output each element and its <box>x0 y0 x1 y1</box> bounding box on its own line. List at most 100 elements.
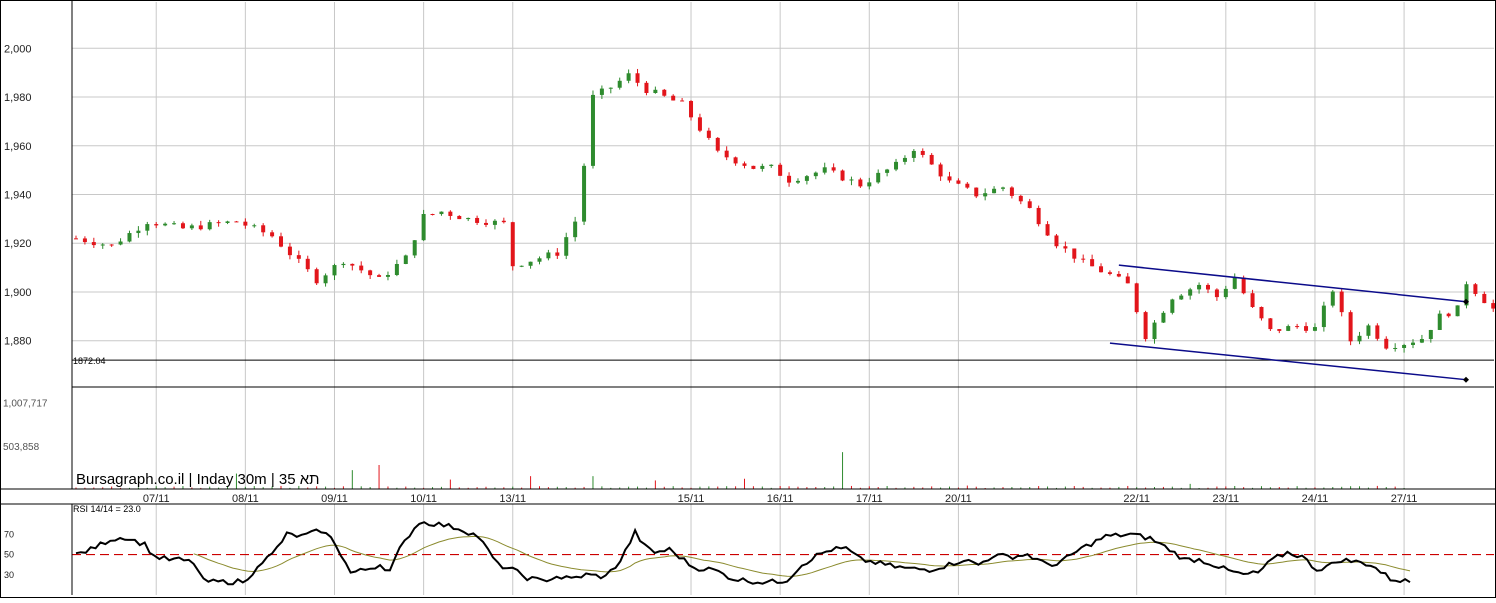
candle-body <box>849 179 854 181</box>
candle-body <box>403 255 408 264</box>
price-tick-label: 1,920 <box>4 238 32 250</box>
candle-body <box>1428 329 1433 340</box>
candle-body <box>582 165 587 222</box>
candle-body <box>983 193 988 197</box>
candle-body <box>1134 283 1139 313</box>
candle-body <box>573 221 578 238</box>
candle-body <box>564 237 569 256</box>
candle-body <box>1330 291 1335 306</box>
candles-layer <box>72 68 1496 361</box>
candle-body <box>1357 335 1362 342</box>
candle-body <box>1491 303 1496 309</box>
candle-body <box>1384 338 1389 349</box>
candle-body <box>911 150 916 158</box>
candle-body <box>305 258 310 270</box>
candle-body <box>804 176 809 181</box>
candle-body <box>822 167 827 173</box>
candle-body <box>225 221 230 223</box>
candle-body <box>1473 284 1478 294</box>
rsi-label: RSI 14/14 = 23.0 <box>73 504 141 514</box>
candle-body <box>243 221 248 226</box>
candle-body <box>778 164 783 176</box>
candle-body <box>1018 195 1023 202</box>
candle-body <box>1125 276 1130 284</box>
volume-tick-label: 503,858 <box>3 442 40 453</box>
candle-body <box>902 157 907 162</box>
candle-body <box>1366 325 1371 336</box>
candle-body <box>261 225 266 233</box>
candle-body <box>1241 277 1246 294</box>
candle-body <box>876 172 881 183</box>
labels-layer: Bursagraph.co.il | Inday 30m | 35 תא 187… <box>3 43 1417 579</box>
candle-body <box>680 100 685 102</box>
date-tick-label: 09/11 <box>321 493 348 505</box>
candle-body <box>466 217 471 220</box>
candle-body <box>956 180 961 184</box>
candle-body <box>1437 313 1442 330</box>
candle-body <box>867 182 872 187</box>
candle-body <box>492 220 497 225</box>
candle-body <box>1464 284 1469 306</box>
candle-body <box>314 269 319 284</box>
candle-body <box>100 244 105 246</box>
candle-body <box>920 150 925 155</box>
candle-body <box>136 230 141 234</box>
candle-body <box>992 188 997 194</box>
candle-body <box>385 275 390 277</box>
candle-body <box>626 73 631 81</box>
candle-body <box>1045 224 1050 236</box>
candle-body <box>1250 293 1255 307</box>
candle-body <box>1090 259 1095 267</box>
candle-body <box>1188 289 1193 296</box>
candle-body <box>1393 347 1398 349</box>
candle-body <box>198 225 203 230</box>
rsi-signal-line <box>193 535 1411 577</box>
candle-body <box>644 82 649 93</box>
candle-body <box>1286 326 1291 331</box>
candle-body <box>501 220 506 223</box>
candle-body <box>234 221 239 223</box>
candle-body <box>938 164 943 177</box>
candle-body <box>1223 288 1228 298</box>
candle-body <box>172 223 177 225</box>
candle-body <box>929 154 934 165</box>
candle-body <box>439 211 444 215</box>
date-tick-label: 23/11 <box>1212 493 1239 505</box>
price-tick-label: 1,880 <box>4 336 32 348</box>
candle-body <box>145 224 150 231</box>
candle-body <box>555 252 560 256</box>
candle-body <box>163 223 168 226</box>
candle-body <box>1295 326 1300 328</box>
candle-body <box>813 172 818 177</box>
candle-body <box>216 222 221 224</box>
candle-body <box>1321 305 1326 328</box>
date-tick-label: 10/11 <box>410 493 437 505</box>
candle-body <box>1116 273 1121 277</box>
candle-body <box>118 241 123 245</box>
candle-body <box>1027 201 1032 208</box>
price-tick-label: 1,900 <box>4 287 32 299</box>
rsi-line <box>75 521 1411 586</box>
candle-body <box>1419 339 1424 343</box>
candle-body <box>430 214 435 216</box>
candle-body <box>947 176 952 181</box>
candle-body <box>537 258 542 262</box>
candle-body <box>715 137 720 151</box>
date-tick-label: 15/11 <box>678 493 705 505</box>
brand-label: Bursagraph.co.il | Inday 30m | 35 תא <box>76 471 320 488</box>
candle-body <box>885 169 890 173</box>
candle-body <box>689 100 694 118</box>
candle-body <box>965 183 970 188</box>
price-tick-label: 1,940 <box>4 190 32 202</box>
candle-body <box>1277 329 1282 331</box>
candle-body <box>1143 312 1148 340</box>
candle-body <box>1170 299 1175 313</box>
candle-body <box>1339 291 1344 313</box>
candle-body <box>599 88 604 95</box>
candle-body <box>974 187 979 197</box>
candle-body <box>1054 235 1059 247</box>
candle-body <box>1348 312 1353 342</box>
candle-body <box>724 150 729 158</box>
candle-body <box>207 222 212 230</box>
